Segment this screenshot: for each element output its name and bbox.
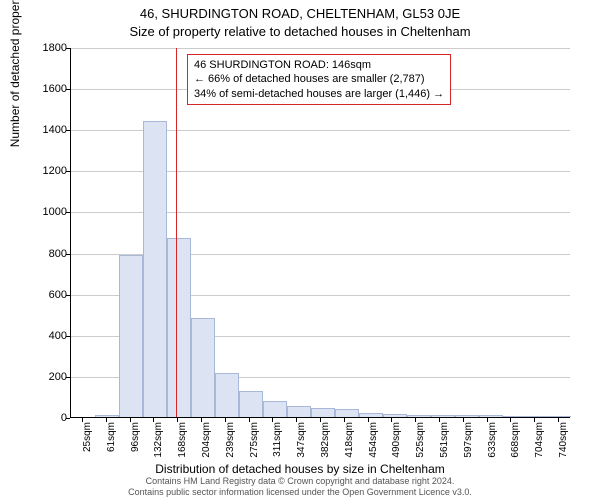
x-tick-label: 490sqm [391, 422, 402, 472]
histogram-bar [167, 238, 191, 417]
histogram-bar [311, 408, 335, 417]
x-tick-mark [82, 418, 83, 422]
x-tick-label: 704sqm [534, 422, 545, 472]
y-tick-label: 1200 [27, 165, 67, 177]
x-tick-label: 347sqm [296, 422, 307, 472]
y-tick-label: 800 [27, 248, 67, 260]
histogram-bar [239, 391, 263, 417]
y-tick-mark [66, 89, 70, 90]
y-tick-mark [66, 418, 70, 419]
x-tick-mark [249, 418, 250, 422]
y-tick-mark [66, 336, 70, 337]
histogram-bar [119, 255, 143, 417]
x-tick-mark [272, 418, 273, 422]
y-tick-mark [66, 171, 70, 172]
annotation-line1: 46 SHURDINGTON ROAD: 146sqm [194, 58, 444, 72]
histogram-bar [359, 413, 383, 417]
y-tick-label: 400 [27, 330, 67, 342]
x-tick-label: 418sqm [344, 422, 355, 472]
x-tick-mark [415, 418, 416, 422]
histogram-bar [143, 121, 167, 417]
y-tick-label: 600 [27, 289, 67, 301]
y-tick-label: 0 [27, 412, 67, 424]
y-tick-mark [66, 295, 70, 296]
x-tick-label: 561sqm [439, 422, 450, 472]
x-tick-label: 311sqm [272, 422, 283, 472]
histogram-bar [215, 373, 239, 417]
y-tick-label: 1000 [27, 206, 67, 218]
chart-title-subtitle: Size of property relative to detached ho… [0, 24, 600, 39]
x-tick-label: 61sqm [106, 422, 117, 472]
x-tick-mark [225, 418, 226, 422]
x-tick-mark [463, 418, 464, 422]
x-tick-label: 525sqm [415, 422, 426, 472]
chart-plot-area: 46 SHURDINGTON ROAD: 146sqm ← 66% of det… [70, 48, 570, 418]
histogram-bar [383, 414, 407, 417]
x-tick-label: 275sqm [249, 422, 260, 472]
x-tick-label: 382sqm [320, 422, 331, 472]
x-tick-mark [534, 418, 535, 422]
x-tick-mark [153, 418, 154, 422]
x-tick-mark [320, 418, 321, 422]
x-tick-mark [344, 418, 345, 422]
reference-marker-line [176, 48, 177, 417]
x-tick-label: 740sqm [558, 422, 569, 472]
chart-title-address: 46, SHURDINGTON ROAD, CHELTENHAM, GL53 0… [0, 6, 600, 21]
y-tick-mark [66, 254, 70, 255]
histogram-bar [431, 415, 455, 417]
histogram-bar [503, 416, 527, 417]
x-tick-mark [391, 418, 392, 422]
x-tick-mark [201, 418, 202, 422]
histogram-bar [287, 406, 311, 417]
x-tick-mark [177, 418, 178, 422]
x-tick-label: 132sqm [153, 422, 164, 472]
x-tick-label: 25sqm [82, 422, 93, 472]
histogram-bar [335, 409, 359, 417]
y-tick-mark [66, 377, 70, 378]
gridline-h [71, 48, 570, 49]
annotation-line2: ← 66% of detached houses are smaller (2,… [194, 72, 444, 86]
histogram-bar [527, 416, 551, 417]
histogram-bar [95, 415, 119, 417]
annotation-box: 46 SHURDINGTON ROAD: 146sqm ← 66% of det… [187, 54, 451, 105]
x-tick-label: 239sqm [225, 422, 236, 472]
footer-line1: Contains HM Land Registry data © Crown c… [0, 476, 600, 487]
x-tick-mark [510, 418, 511, 422]
y-axis-label: Number of detached properties [8, 0, 22, 147]
y-tick-mark [66, 212, 70, 213]
x-tick-mark [296, 418, 297, 422]
histogram-bar [551, 416, 571, 417]
y-tick-label: 1600 [27, 83, 67, 95]
x-tick-label: 668sqm [510, 422, 521, 472]
histogram-bar [479, 415, 503, 417]
y-tick-label: 1400 [27, 124, 67, 136]
histogram-bar [407, 415, 431, 417]
x-tick-label: 96sqm [130, 422, 141, 472]
y-tick-label: 1800 [27, 42, 67, 54]
histogram-bar [263, 401, 287, 417]
x-tick-mark [106, 418, 107, 422]
x-tick-label: 633sqm [487, 422, 498, 472]
footer-attribution: Contains HM Land Registry data © Crown c… [0, 476, 600, 498]
x-tick-mark [558, 418, 559, 422]
y-tick-label: 200 [27, 371, 67, 383]
x-tick-mark [130, 418, 131, 422]
x-tick-label: 204sqm [201, 422, 212, 472]
x-tick-mark [439, 418, 440, 422]
x-tick-mark [487, 418, 488, 422]
y-tick-mark [66, 48, 70, 49]
x-tick-label: 454sqm [368, 422, 379, 472]
histogram-bar [455, 415, 479, 417]
histogram-bar [191, 318, 215, 417]
x-tick-label: 597sqm [463, 422, 474, 472]
x-tick-label: 168sqm [177, 422, 188, 472]
x-tick-mark [368, 418, 369, 422]
footer-line2: Contains public sector information licen… [0, 487, 600, 498]
annotation-line3: 34% of semi-detached houses are larger (… [194, 87, 444, 101]
y-tick-mark [66, 130, 70, 131]
